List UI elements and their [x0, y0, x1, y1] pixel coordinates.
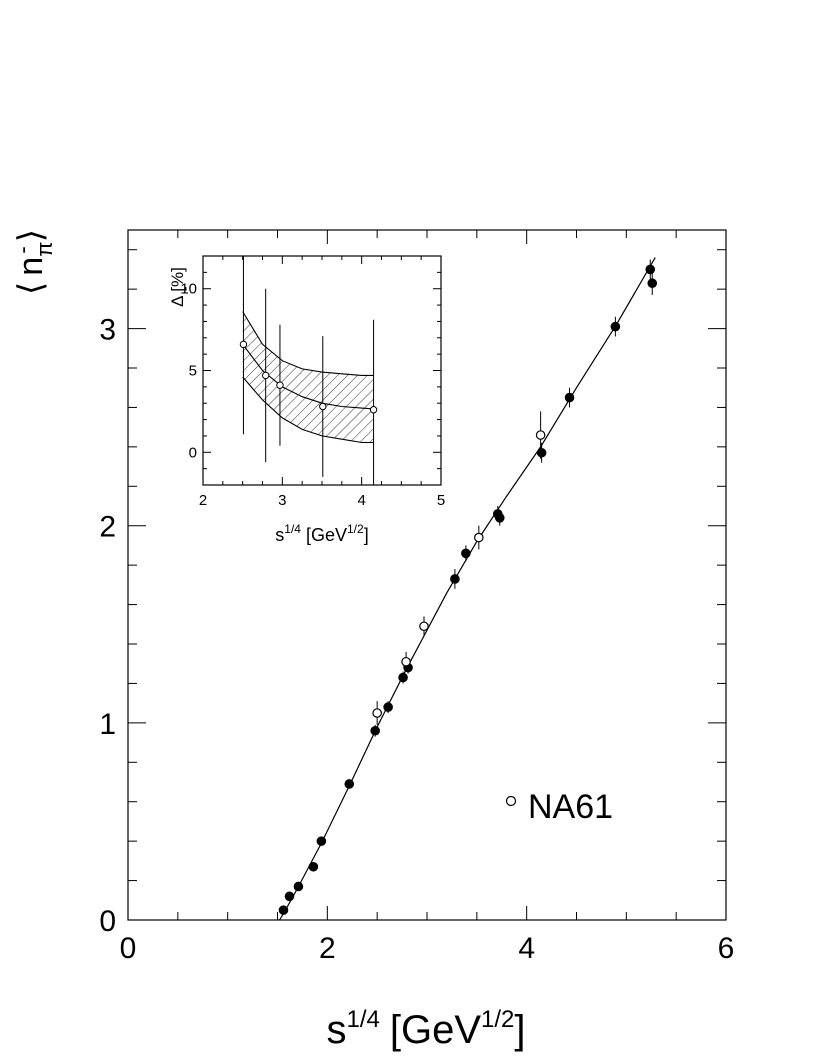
x-tick-label: 6: [718, 932, 735, 965]
data-point: [564, 392, 575, 403]
main-ticks: [127, 230, 727, 921]
data-point: [647, 278, 658, 289]
inset-x-axis-label: s1/4 [GeV1/2]: [275, 522, 368, 545]
y-tick-label: 0: [99, 905, 116, 938]
inset-data-points: [239, 256, 378, 485]
data-point: [536, 447, 547, 458]
inset-x-tick-label: 3: [278, 492, 286, 509]
inset-data-point: [239, 340, 248, 349]
inset-y-tick-label: 5: [189, 363, 197, 380]
data-point: [344, 779, 355, 789]
inset-x-tick-label: 4: [357, 492, 365, 509]
inset-x-tick-label: 5: [437, 492, 445, 509]
legend: NA61: [505, 788, 613, 826]
data-point: [645, 264, 656, 275]
uncertainty-band: [242, 311, 374, 443]
na61-data-point: [401, 656, 411, 667]
legend-marker-open-circle: [505, 795, 517, 807]
data-point: [284, 891, 295, 902]
na61-data-point: [372, 708, 382, 718]
y-tick-label: 2: [99, 511, 116, 544]
data-point: [450, 574, 460, 584]
data-point: [494, 513, 505, 523]
data-point: [461, 548, 471, 559]
data-point: [308, 861, 319, 872]
data-point: [383, 702, 393, 712]
inset-plot-frame: [202, 255, 442, 486]
inset-data-point: [319, 402, 327, 411]
data-point: [278, 905, 289, 915]
x-tick-label: 4: [518, 932, 535, 965]
inset-y-tick-label: 10: [180, 281, 197, 298]
inset-data-point: [276, 381, 284, 389]
inset-band-group: [242, 311, 374, 444]
inset-x-tick-label: 2: [199, 492, 207, 509]
legend-label: NA61: [528, 788, 613, 826]
data-point: [293, 881, 304, 892]
main-tick-labels: 0 2 4 6 0 1 2 3: [99, 314, 734, 965]
na61-data-point: [535, 430, 546, 440]
inset-data-point: [369, 406, 378, 414]
data-point: [398, 672, 408, 683]
na61-data-point: [474, 532, 484, 543]
na61-data-point: [419, 621, 429, 632]
x-tick-label: 0: [120, 932, 137, 965]
inset-y-tick-label: 0: [189, 444, 197, 461]
y-tick-label: 3: [99, 314, 116, 347]
y-tick-label: 1: [99, 708, 116, 741]
main-data-points: [278, 259, 658, 915]
inset-tick-labels: 2 3 4 5 0 5 10: [180, 281, 445, 509]
data-point: [370, 725, 380, 736]
data-point: [610, 321, 621, 332]
main-y-axis-label: ⟨nπ-⟩: [10, 229, 57, 295]
inset-data-point: [261, 371, 270, 380]
main-x-axis-label: s1/4 [GeV1/2]: [326, 1006, 525, 1052]
data-point: [316, 836, 327, 846]
inset-ticks: [202, 255, 442, 486]
x-tick-label: 2: [319, 932, 336, 965]
inset-y-axis-label: Δ [%]: [168, 267, 187, 307]
